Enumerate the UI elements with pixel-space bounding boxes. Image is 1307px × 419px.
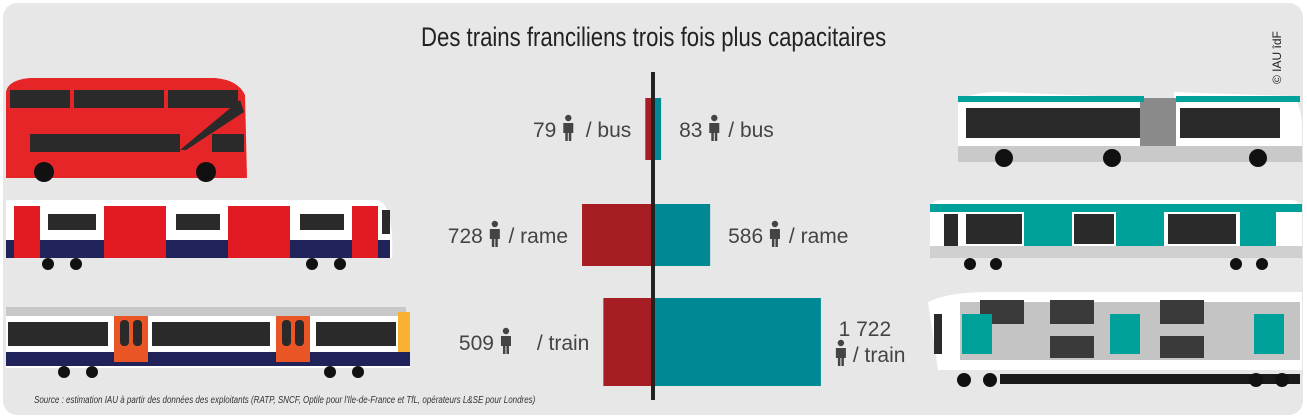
bar-left-train xyxy=(603,298,653,386)
person-icon xyxy=(769,220,780,247)
right-value-train: 1 722 xyxy=(839,318,892,341)
left-unit-train: / train xyxy=(537,332,590,355)
bar-left-rame xyxy=(582,204,653,266)
person-icon xyxy=(489,220,500,247)
paris-double-deck-illustration xyxy=(928,292,1302,387)
right-value-bus: 83 xyxy=(679,119,702,142)
bar-left-bus xyxy=(645,98,653,160)
right-value-rame: 586 xyxy=(728,225,763,248)
paris-bus-illustration xyxy=(958,92,1302,167)
right-unit-train: / train xyxy=(853,344,906,367)
bar-right-rame xyxy=(653,204,711,266)
left-value-bus: 79 xyxy=(533,119,556,142)
person-icon xyxy=(563,114,574,141)
london-train-illustration xyxy=(6,200,393,270)
person-icon xyxy=(500,327,511,354)
london-overground-illustration xyxy=(6,307,410,378)
person-icon xyxy=(835,339,846,366)
paris-rer-illustration xyxy=(930,200,1302,270)
left-unit-rame: / rame xyxy=(509,225,569,248)
bar-right-bus xyxy=(653,98,662,160)
left-value-train: 509 xyxy=(459,332,494,355)
left-unit-bus: / bus xyxy=(586,119,632,142)
left-value-rame: 728 xyxy=(448,225,483,248)
bar-right-train xyxy=(653,298,821,386)
right-unit-rame: / rame xyxy=(789,225,849,248)
source-note: Source : estimation IAU à partir des don… xyxy=(34,395,536,406)
person-icon xyxy=(709,114,720,141)
right-unit-bus: / bus xyxy=(728,119,774,142)
london-bus-illustration xyxy=(6,78,247,182)
chart-title: Des trains franciliens trois fois plus c… xyxy=(421,22,887,52)
